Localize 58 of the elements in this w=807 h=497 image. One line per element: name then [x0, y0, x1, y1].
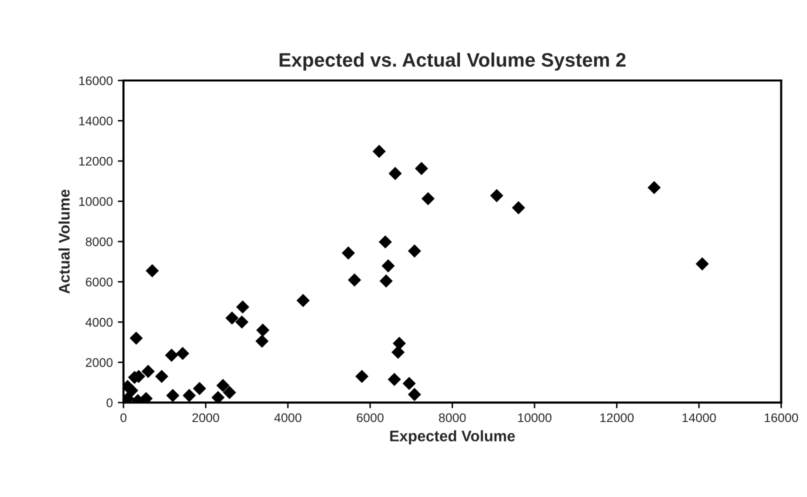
point: [222, 386, 236, 400]
y-tick-label: 10000: [79, 197, 113, 206]
point: [388, 166, 402, 180]
point: [355, 370, 368, 383]
chart-title: Expected vs. Actual Volume System 2: [280, 52, 626, 71]
point: [402, 376, 416, 390]
point: [192, 382, 206, 396]
x-tick-label: 6000: [356, 413, 384, 422]
point: [146, 264, 159, 278]
point: [382, 259, 395, 272]
point: [256, 324, 270, 337]
y-tick-label: 0: [106, 398, 113, 408]
point: [176, 346, 190, 360]
point: [236, 300, 250, 314]
point: [155, 370, 168, 383]
x-tick-label: 14000: [682, 413, 716, 422]
point: [216, 378, 230, 392]
y-tick-label: 16000: [79, 76, 113, 86]
y-tick-label: 4000: [86, 318, 113, 327]
y-tick-label: 6000: [86, 278, 113, 286]
point: [408, 388, 422, 402]
point: [512, 201, 526, 214]
y-tick-label: 12000: [79, 156, 113, 166]
x-tick-label: 10000: [518, 413, 552, 422]
point: [648, 181, 661, 194]
point: [235, 315, 248, 329]
point: [380, 274, 393, 288]
point: [255, 334, 269, 348]
x-tick-label: 8000: [438, 413, 466, 422]
point: [490, 189, 504, 202]
point: [408, 244, 422, 258]
point: [388, 372, 401, 386]
point: [414, 162, 428, 176]
x-axis-title: Expected Volume: [390, 430, 515, 444]
point: [421, 192, 435, 206]
point: [182, 388, 196, 402]
point: [225, 311, 239, 325]
x-tick-label: 0: [120, 413, 126, 422]
x-tick-label: 2000: [192, 413, 220, 422]
point: [348, 273, 362, 287]
point: [378, 235, 392, 249]
point: [164, 348, 178, 362]
x-tick-label: 4000: [274, 413, 302, 422]
point: [696, 257, 709, 270]
y-tick-label: 8000: [86, 237, 113, 246]
point: [342, 246, 355, 260]
point: [211, 390, 225, 403]
point: [142, 364, 155, 378]
point: [296, 294, 310, 308]
y-axis-title: Actual Volume: [58, 190, 70, 294]
y-tick-label: 2000: [86, 358, 113, 367]
point: [372, 144, 386, 158]
point: [166, 388, 180, 402]
point: [392, 336, 406, 350]
y-tick-label: 14000: [79, 116, 113, 126]
x-tick-label: 12000: [600, 413, 634, 422]
x-tick-label: 16000: [764, 413, 798, 422]
point: [130, 332, 143, 345]
